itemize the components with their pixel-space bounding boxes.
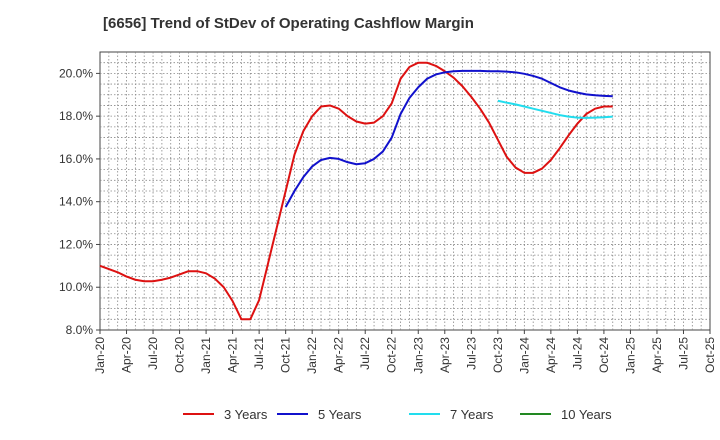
- x-tick-label: Apr-25: [650, 337, 664, 373]
- series-layer: [99, 61, 613, 321]
- x-tick-label: Jan-20: [93, 337, 107, 374]
- x-tick-label: Jul-23: [464, 337, 478, 370]
- x-tick-label: Apr-21: [226, 337, 240, 373]
- y-tick-label: 18.0%: [59, 109, 93, 123]
- x-tick-label: Jul-25: [676, 337, 690, 370]
- x-tick-label: Apr-20: [120, 337, 134, 373]
- x-tick-label: Jan-22: [305, 337, 319, 374]
- x-tick-label: Oct-24: [597, 337, 611, 373]
- y-axis-ticks: 8.0% 10.0% 12.0% 14.0% 16.0% 18.0% 20.0%: [59, 66, 100, 337]
- x-tick-label: Apr-23: [438, 337, 452, 373]
- legend-label: 10 Years: [561, 407, 612, 422]
- legend-label: 5 Years: [318, 407, 362, 422]
- y-tick-label: 10.0%: [59, 280, 93, 294]
- x-tick-label: Oct-23: [491, 337, 505, 373]
- x-tick-label: Jul-21: [252, 337, 266, 370]
- chart-title: [6656] Trend of StDev of Operating Cashf…: [103, 15, 474, 32]
- x-axis-ticks: Jan-20 Apr-20 Jul-20 Oct-20 Jan-21 Apr-21 Jul-…: [93, 330, 717, 374]
- x-tick-label: Jul-20: [146, 337, 160, 370]
- x-tick-label: Apr-22: [332, 337, 346, 373]
- series-line-7-years: [497, 99, 613, 119]
- x-tick-label: Jul-22: [358, 337, 372, 370]
- y-tick-label: 16.0%: [59, 152, 93, 166]
- x-tick-label: Jan-24: [517, 337, 531, 374]
- x-tick-label: Apr-24: [544, 337, 558, 373]
- legend-label: 3 Years: [224, 407, 268, 422]
- x-tick-label: Jan-25: [623, 337, 637, 374]
- x-tick-label: Oct-20: [173, 337, 187, 373]
- y-tick-label: 14.0%: [59, 195, 93, 209]
- y-tick-label: 12.0%: [59, 237, 93, 251]
- x-tick-label: Oct-25: [703, 337, 717, 373]
- legend-label: 7 Years: [450, 407, 494, 422]
- y-tick-label: 20.0%: [59, 66, 93, 80]
- x-tick-label: Jul-24: [570, 337, 584, 370]
- x-tick-label: Jan-21: [199, 337, 213, 374]
- series-line-3-years: [99, 61, 613, 321]
- x-tick-label: Oct-21: [279, 337, 293, 373]
- series-line-5-years: [284, 69, 613, 208]
- grid-layer: [100, 52, 710, 330]
- x-tick-label: Oct-22: [385, 337, 399, 373]
- y-tick-label: 8.0%: [66, 323, 94, 337]
- legend: 3 Years 5 Years 7 Years 10 Years: [183, 407, 612, 422]
- x-tick-label: Jan-23: [411, 337, 425, 374]
